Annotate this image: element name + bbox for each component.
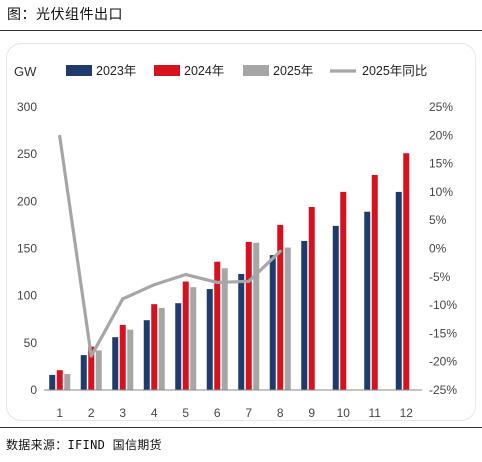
legend-item: 2025年 (243, 64, 313, 78)
bar-2023 (395, 191, 402, 390)
line-point (278, 249, 282, 253)
bar-2024 (277, 224, 284, 390)
source-rule (0, 427, 482, 428)
legend-label: 2025年同比 (362, 64, 427, 78)
x-tick-label: 7 (245, 406, 252, 420)
y-tick-label: 150 (17, 242, 37, 256)
legend-label: 2025年 (273, 64, 313, 78)
bar-2025 (64, 373, 71, 390)
line-series (58, 134, 282, 358)
bar-2023 (80, 355, 87, 390)
bar-2025 (284, 247, 291, 390)
legend-item: 2023年 (66, 64, 136, 78)
line-point (215, 280, 219, 284)
bar-2023 (364, 211, 371, 390)
legend-item: 2025年同比 (330, 64, 427, 78)
y-tick-label: 300 (17, 100, 37, 114)
bar-2023 (112, 337, 119, 390)
line-point (247, 279, 251, 283)
bar-2024 (56, 370, 63, 390)
x-tick-label: 9 (308, 406, 315, 420)
y2-tick-label: 0% (429, 242, 447, 256)
line-point (89, 354, 93, 358)
bar-2024 (340, 191, 347, 390)
bar-2023 (269, 255, 276, 390)
x-tick-label: 8 (277, 406, 284, 420)
bar-2023 (143, 320, 150, 390)
bar-2024 (88, 346, 95, 390)
y-tick-label: 0 (30, 383, 37, 397)
y2-tick-label: 15% (429, 157, 453, 171)
line-2025-yoy (58, 134, 282, 358)
x-tick-label: 11 (369, 406, 382, 420)
x-tick-label: 3 (119, 406, 126, 420)
line-point (152, 283, 156, 287)
bar-2024 (245, 241, 252, 390)
x-tick-label: 2 (88, 406, 95, 420)
y-tick-label: 250 (17, 147, 37, 161)
x-axis-ticks: 1 2 3 4 5 6 7 8 9 10 11 12 (56, 406, 413, 420)
y-axis-left-ticks: 0 50 100 150 200 250 300 (17, 100, 37, 397)
y-tick-label: 200 (17, 194, 37, 208)
bar-2024 (214, 261, 221, 390)
bar-2024 (119, 324, 126, 390)
y2-tick-label: -5% (429, 270, 451, 284)
bar-series (49, 153, 410, 390)
legend: 2023年 2024年 2025年 2025年同比 (66, 64, 427, 78)
x-tick-label: 12 (400, 406, 414, 420)
bar-2025 (190, 287, 197, 390)
x-tick-label: 5 (182, 406, 189, 420)
y2-tick-label: -15% (429, 326, 457, 340)
figure-title: 图：光伏组件出口 (7, 7, 123, 23)
bar-2025 (158, 307, 165, 390)
y2-tick-label: -20% (429, 355, 457, 369)
bar-2023 (332, 225, 339, 390)
legend-swatch (154, 65, 180, 76)
y2-tick-label: 20% (429, 128, 453, 142)
line-point (58, 134, 62, 138)
legend-label: 2024年 (184, 64, 224, 78)
y2-tick-label: -25% (429, 383, 457, 397)
bar-2024 (308, 206, 315, 390)
legend-swatch (243, 65, 269, 76)
y-axis-unit-label: GW (14, 64, 37, 79)
x-tick-label: 10 (337, 406, 351, 420)
legend-label: 2023年 (96, 64, 136, 78)
bar-2023 (301, 240, 308, 390)
bar-2025 (253, 242, 260, 390)
x-tick-label: 4 (151, 406, 158, 420)
y2-tick-label: 5% (429, 213, 447, 227)
y-tick-label: 100 (17, 289, 37, 303)
source-note: 数据来源：IFIND 国信期货 (6, 438, 162, 452)
y-tick-label: 50 (24, 336, 38, 350)
bar-2023 (175, 303, 182, 390)
bar-2023 (49, 374, 56, 390)
y2-tick-label: 25% (429, 100, 453, 114)
line-point (184, 273, 188, 277)
title-rule (0, 30, 482, 31)
line-point (121, 297, 125, 301)
bar-2023 (238, 273, 245, 390)
legend-swatch (66, 65, 92, 76)
y2-tick-label: -10% (429, 298, 457, 312)
bar-2023 (206, 289, 213, 390)
y-axis-right-ticks: 25% 20% 15% 10% 5% 0% -5% -10% -15% -20% -25% (429, 100, 457, 397)
x-tick-label: 1 (56, 406, 63, 420)
bar-2024 (371, 174, 378, 390)
legend-item: 2024年 (154, 64, 224, 78)
bar-2024 (403, 153, 410, 390)
bar-2024 (151, 304, 158, 390)
bar-2025 (221, 268, 228, 390)
bar-2025 (95, 350, 102, 390)
y2-tick-label: 10% (429, 185, 453, 199)
bar-2024 (182, 281, 189, 390)
x-tick-label: 6 (214, 406, 221, 420)
bar-2025 (127, 329, 134, 390)
